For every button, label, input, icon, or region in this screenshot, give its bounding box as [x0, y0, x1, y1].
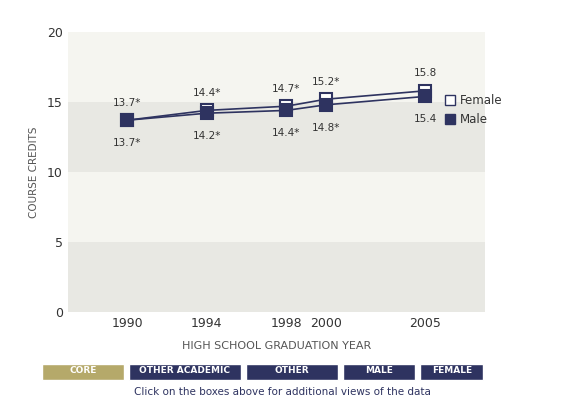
Text: 15.2*: 15.2* — [312, 77, 340, 87]
Y-axis label: COURSE CREDITS: COURSE CREDITS — [29, 126, 38, 218]
Text: 14.4*: 14.4* — [272, 128, 301, 138]
FancyBboxPatch shape — [342, 364, 415, 380]
Text: OTHER: OTHER — [275, 366, 309, 375]
Text: 14.8*: 14.8* — [312, 123, 340, 133]
Text: 14.7*: 14.7* — [272, 84, 301, 94]
Text: 15.8: 15.8 — [414, 68, 437, 78]
Text: 15.4: 15.4 — [414, 114, 437, 124]
Text: OTHER ACADEMIC: OTHER ACADEMIC — [139, 366, 231, 375]
Text: Click on the boxes above for additional views of the data: Click on the boxes above for additional … — [134, 387, 430, 397]
FancyBboxPatch shape — [420, 364, 483, 380]
X-axis label: HIGH SCHOOL GRADUATION YEAR: HIGH SCHOOL GRADUATION YEAR — [182, 341, 371, 351]
Legend: Female, Male: Female, Male — [441, 90, 507, 131]
Bar — [68, 242, 485, 312]
Text: 13.7*: 13.7* — [113, 138, 142, 148]
Bar — [68, 102, 485, 172]
Text: FEMALE: FEMALE — [431, 366, 472, 375]
FancyBboxPatch shape — [42, 364, 124, 380]
Text: 14.4*: 14.4* — [193, 88, 221, 98]
Text: MALE: MALE — [365, 366, 393, 375]
FancyBboxPatch shape — [129, 364, 241, 380]
Bar — [68, 32, 485, 102]
Text: CORE: CORE — [69, 366, 97, 375]
Bar — [68, 172, 485, 242]
FancyBboxPatch shape — [245, 364, 338, 380]
Text: 13.7*: 13.7* — [113, 98, 142, 108]
Text: 14.2*: 14.2* — [193, 131, 221, 141]
